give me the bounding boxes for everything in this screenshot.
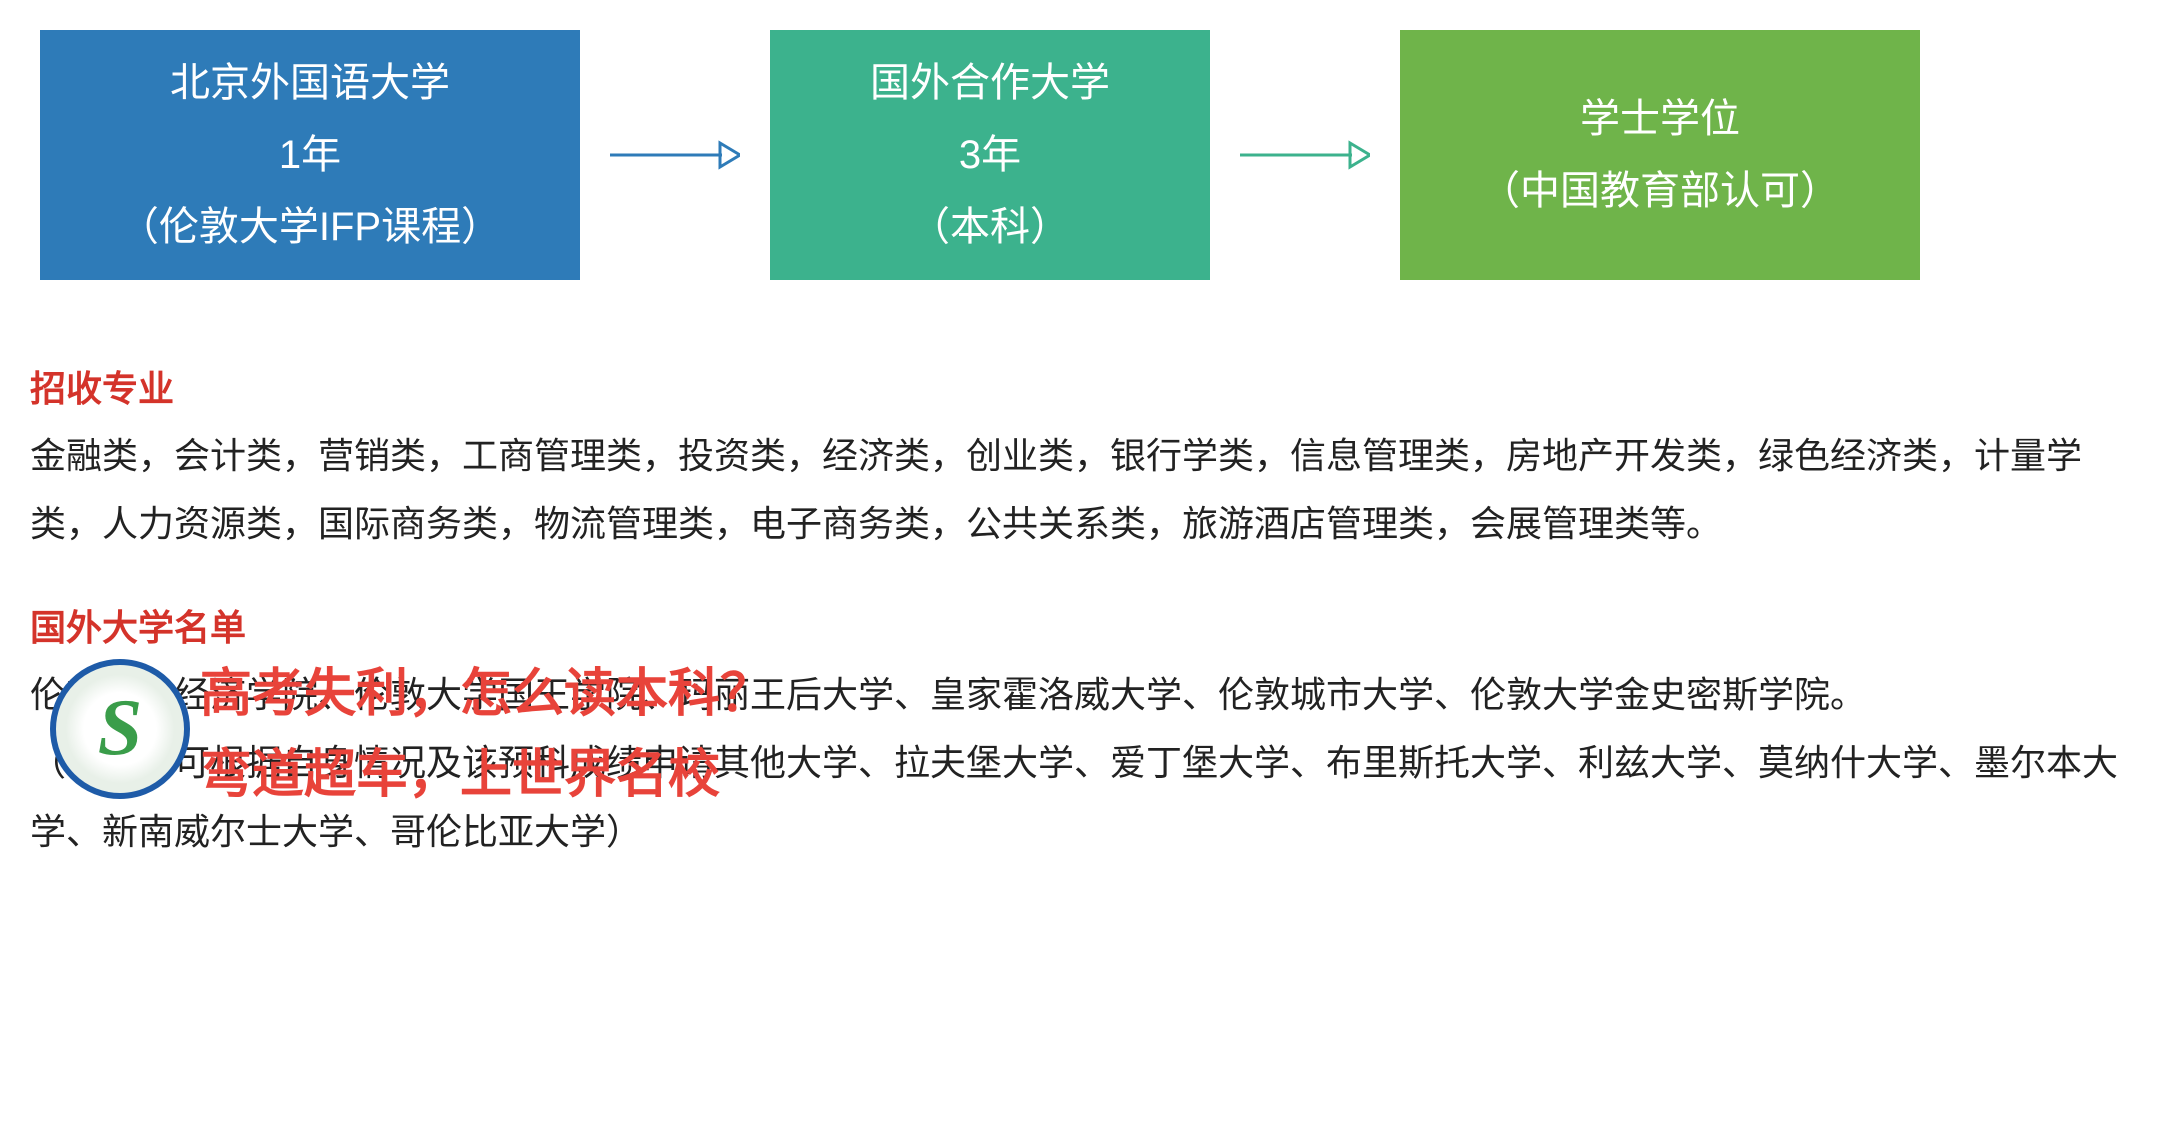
- universities-section: 国外大学名单 伦敦政治经济学院、伦敦大学国王学院、玛丽王后大学、皇家霍洛威大学、…: [20, 599, 2144, 866]
- flow-box-0-line-0: 北京外国语大学: [170, 47, 450, 119]
- flow-box-0: 北京外国语大学1年（伦敦大学IFP课程）: [40, 30, 580, 280]
- flow-box-0-line-1: 1年: [279, 119, 341, 191]
- majors-title: 招收专业: [30, 360, 2134, 412]
- majors-body: 金融类，会计类，营销类，工商管理类，投资类，经济类，创业类，银行学类，信息管理类…: [30, 422, 2134, 559]
- arrow-icon: [610, 135, 740, 175]
- flow-box-2-line-0: 学士学位: [1580, 83, 1740, 155]
- universities-title: 国外大学名单: [30, 599, 2134, 651]
- program-flowchart: 北京外国语大学1年（伦敦大学IFP课程） 国外合作大学3年（本科） 学士学位（中国教…: [20, 20, 2144, 320]
- flow-box-0-line-2: （伦敦大学IFP课程）: [119, 191, 501, 263]
- flow-box-1-line-2: （本科）: [910, 191, 1070, 263]
- flow-box-1-line-1: 3年: [959, 119, 1021, 191]
- arrow-icon: [1240, 135, 1370, 175]
- flow-box-1-line-0: 国外合作大学: [870, 47, 1110, 119]
- flow-box-2: 学士学位（中国教育部认可）: [1400, 30, 1920, 280]
- promo-watermark: S 高考失利，怎么读本科？ 弯道超车，上世界名校: [50, 651, 772, 807]
- flow-box-1: 国外合作大学3年（本科）: [770, 30, 1210, 280]
- watermark-line-1: 高考失利，怎么读本科？: [200, 651, 772, 726]
- logo-letter: S: [98, 683, 143, 774]
- flow-box-2-line-1: （中国教育部认可）: [1480, 155, 1840, 227]
- logo-icon: S: [50, 659, 190, 799]
- watermark-line-2: 弯道超车，上世界名校: [200, 732, 772, 807]
- watermark-text: 高考失利，怎么读本科？ 弯道超车，上世界名校: [200, 651, 772, 807]
- majors-section: 招收专业 金融类，会计类，营销类，工商管理类，投资类，经济类，创业类，银行学类，…: [20, 360, 2144, 559]
